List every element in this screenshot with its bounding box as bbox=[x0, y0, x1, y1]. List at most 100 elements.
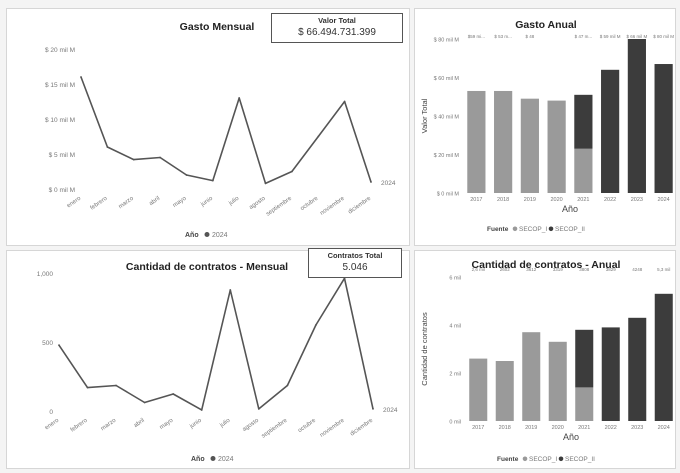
chart-title: Gasto Anual bbox=[515, 19, 577, 31]
bar-SECOP_II-2022 bbox=[601, 327, 620, 421]
data-point bbox=[264, 182, 267, 185]
x-tick-label: junio bbox=[188, 417, 203, 430]
legend-label: 2024 bbox=[212, 232, 228, 239]
bar-SECOP_I-2019 bbox=[522, 332, 541, 421]
x-axis-title: Año bbox=[563, 432, 579, 442]
legend-title: Año bbox=[191, 456, 205, 463]
y-tick-label: $ 60 mil M bbox=[434, 76, 460, 82]
bar-SECOP_I-2021 bbox=[574, 148, 593, 193]
panel-gasto-anual[interactable]: Gasto Anual $ 0 mil M $ 20 mil M $ 40 mil … bbox=[414, 8, 676, 246]
legend-marker bbox=[512, 226, 518, 232]
y-tick-label: $ 40 mil M bbox=[434, 115, 460, 121]
y-axis-title: Valor Total bbox=[420, 98, 429, 133]
x-tick-label: julio bbox=[218, 417, 232, 429]
data-point bbox=[291, 170, 293, 173]
y-tick-label: 0 bbox=[49, 409, 53, 416]
x-tick-label: 2021 bbox=[577, 197, 589, 203]
x-tick-label: abril bbox=[133, 418, 146, 429]
legend-marker bbox=[210, 456, 216, 461]
data-point bbox=[86, 386, 89, 389]
y-tick-label: $ 20 mil M bbox=[434, 153, 460, 159]
data-label: $ 80 mil M bbox=[653, 34, 674, 39]
y-tick-label: 500 bbox=[42, 340, 53, 347]
x-tick-label: marzo bbox=[100, 417, 118, 432]
y-tick-label: $ 0 mil M bbox=[437, 192, 460, 198]
legend-title: Año bbox=[185, 232, 199, 239]
legend-label: SECOP_II bbox=[565, 456, 595, 463]
data-point bbox=[200, 409, 203, 411]
y-tick-label: $ 80 mil M bbox=[434, 38, 460, 44]
data-label: 3808 bbox=[579, 267, 590, 272]
y-tick-label: $ 10 mil M bbox=[45, 117, 75, 124]
data-point bbox=[343, 100, 346, 103]
bar-SECOP_I-2020 bbox=[548, 341, 567, 421]
data-label: $ 48 bbox=[525, 34, 534, 39]
legend-label: SECOP_I bbox=[529, 456, 557, 463]
legend-marker bbox=[558, 456, 564, 462]
x-tick-label: 2024 bbox=[658, 425, 670, 431]
panel-gasto-mensual[interactable]: Gasto Mensual $ 0 mil M $ 5 mil M $ 10 mil… bbox=[6, 8, 410, 246]
kpi-label: Valor Total bbox=[318, 16, 356, 25]
chart-title: Cantidad de contratos - Anual bbox=[471, 259, 621, 271]
data-point bbox=[58, 344, 60, 347]
data-point bbox=[115, 384, 117, 387]
data-point bbox=[159, 156, 161, 159]
kpi-valor-total[interactable]: Valor Total $ 66.494.731.399 bbox=[271, 13, 403, 43]
legend-title: Fuente bbox=[497, 456, 519, 463]
x-tick-label: 2020 bbox=[552, 425, 564, 431]
series-line-2024 bbox=[80, 76, 372, 185]
x-tick-label: septiembre bbox=[261, 417, 289, 439]
x-tick-label: noviembre bbox=[319, 195, 346, 216]
data-point bbox=[185, 174, 188, 176]
x-tick-label: mayo bbox=[172, 195, 188, 209]
chart-gasto-mensual: $ 0 mil M $ 5 mil M $ 10 mil M $ 15 mil M $ … bbox=[45, 47, 396, 239]
y-tick-label: $ 0 mil M bbox=[49, 187, 75, 194]
x-tick-label: 2017 bbox=[472, 425, 484, 431]
bar-SECOP_II-2021 bbox=[575, 329, 594, 388]
x-tick-label: octubre bbox=[297, 417, 317, 434]
y-axis-title: Cantidad de contratos bbox=[420, 312, 429, 386]
chart-title: Cantidad de contratos - Mensual bbox=[125, 261, 289, 273]
bar-SECOP_I-2018 bbox=[494, 90, 513, 193]
x-tick-label: 2022 bbox=[605, 425, 617, 431]
bar-SECOP_I-2021 bbox=[575, 387, 594, 421]
data-point bbox=[229, 289, 232, 291]
kpi-value: $ 66.494.731.399 bbox=[298, 27, 376, 38]
series-line-2024 bbox=[58, 277, 374, 411]
x-tick-label: 2020 bbox=[551, 197, 563, 203]
x-tick-label: diciembre bbox=[347, 195, 372, 215]
x-tick-label: 2019 bbox=[525, 425, 537, 431]
data-label: $ 66 mil M bbox=[626, 34, 647, 39]
data-point bbox=[286, 384, 289, 387]
data-label: 2,6 mil bbox=[472, 267, 485, 272]
x-axis-title: Año bbox=[562, 204, 578, 214]
panel-contratos-mensual[interactable]: Cantidad de contratos - Mensual 0 500 1,00… bbox=[6, 250, 410, 469]
x-tick-label: 2017 bbox=[470, 197, 482, 203]
x-tick-label: 2021 bbox=[578, 425, 590, 431]
bar-SECOP_I-2019 bbox=[520, 98, 539, 193]
y-tick-label: 4 mil bbox=[449, 324, 461, 330]
kpi-contratos-total[interactable]: Contratos Total 5.046 bbox=[308, 248, 402, 278]
panel-contratos-anual[interactable]: Cantidad de contratos - Anual 0 mil 2 mil… bbox=[414, 250, 676, 469]
series-end-label: 2024 bbox=[383, 407, 398, 414]
bar-SECOP_II-2022 bbox=[601, 69, 620, 193]
chart-contratos-mensual: 0 500 1,000 enero febrero marzo abril mayo junio… bbox=[37, 271, 398, 463]
data-point bbox=[106, 146, 109, 148]
bar-SECOP_II-2023 bbox=[627, 39, 646, 193]
data-point bbox=[132, 158, 135, 161]
x-tick-label: enero bbox=[66, 195, 83, 209]
data-point bbox=[372, 407, 374, 410]
x-tick-label: abril bbox=[149, 196, 162, 207]
data-point bbox=[317, 135, 320, 138]
legend-marker bbox=[548, 226, 554, 232]
legend-marker bbox=[522, 456, 528, 462]
kpi-value: 5.046 bbox=[342, 262, 368, 273]
data-label: 3319 bbox=[553, 267, 564, 272]
bar-SECOP_II-2021 bbox=[574, 94, 593, 149]
data-label: $59 mi... bbox=[468, 34, 485, 39]
x-tick-label: junio bbox=[199, 195, 214, 208]
y-tick-label: $ 15 mil M bbox=[45, 82, 75, 89]
x-tick-label: septiembre bbox=[265, 195, 293, 217]
x-tick-label: mayo bbox=[159, 417, 175, 431]
x-tick-label: 2023 bbox=[631, 197, 643, 203]
